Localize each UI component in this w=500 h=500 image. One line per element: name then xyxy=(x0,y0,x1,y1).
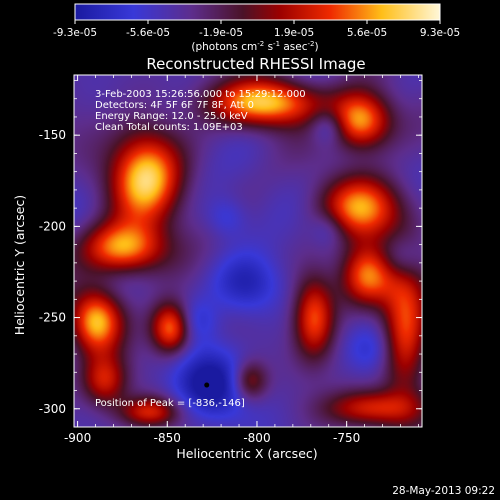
peak-position-label: Position of Peak = [-836,-146] xyxy=(95,398,245,409)
colorbar-tick-label: 1.9e-05 xyxy=(274,27,314,39)
x-axis-tick-label: -900 xyxy=(64,431,91,445)
colorbar-ticks: -9.3e-05 -5.6e-05 -1.9e-05 1.9e-05 5.6e-05 9.… xyxy=(53,20,460,39)
annotation-line: 3-Feb-2003 15:26:56.000 to 15:29:12.000 xyxy=(95,89,306,100)
y-axis-tick-label: -300 xyxy=(39,402,66,416)
colorbar-tick-label: 5.6e-05 xyxy=(347,27,387,39)
y-axis-tick-label: -200 xyxy=(39,219,66,233)
annotation-line: Clean Total counts: 1.09E+03 xyxy=(95,122,243,133)
chart-title: Reconstructed RHESSI Image xyxy=(146,55,365,73)
colorbar-tick-label: -1.9e-05 xyxy=(199,27,243,39)
annotation-line: Energy Range: 12.0 - 25.0 keV xyxy=(95,111,248,122)
plot-frame xyxy=(73,74,423,428)
y-axis: -300 -250 -200 -150 xyxy=(39,80,422,428)
colorbar-tick-label: -5.6e-05 xyxy=(126,27,170,39)
x-axis-tick-label: -800 xyxy=(243,431,270,445)
x-axis-tick-label: -750 xyxy=(333,431,360,445)
peak-marker xyxy=(204,382,210,388)
colorbar xyxy=(74,3,441,21)
y-axis-tick-label: -150 xyxy=(39,128,66,142)
heatmap-container xyxy=(74,75,422,427)
x-axis-tick-label: -850 xyxy=(154,431,181,445)
annotation-group: 3-Feb-2003 15:26:56.000 to 15:29:12.000D… xyxy=(95,89,306,409)
x-axis: -900 -850 -800 -750 xyxy=(64,75,419,445)
y-axis-label: Heliocentric Y (arcsec) xyxy=(12,195,27,335)
timestamp: 28-May-2013 09:22 xyxy=(392,485,495,497)
x-axis-label: Heliocentric X (arcsec) xyxy=(176,446,317,461)
colorbar-unit-label: (photons cm-2 s-1 asec-2) xyxy=(191,40,318,53)
annotation-line: Detectors: 4F 5F 6F 7F 8F, Att 0 xyxy=(95,100,254,111)
colorbar-tick-label: -9.3e-05 xyxy=(53,27,97,39)
y-axis-tick-label: -250 xyxy=(39,311,66,325)
heatmap-canvas xyxy=(74,75,422,427)
colorbar-tick-label: 9.3e-05 xyxy=(420,27,460,39)
